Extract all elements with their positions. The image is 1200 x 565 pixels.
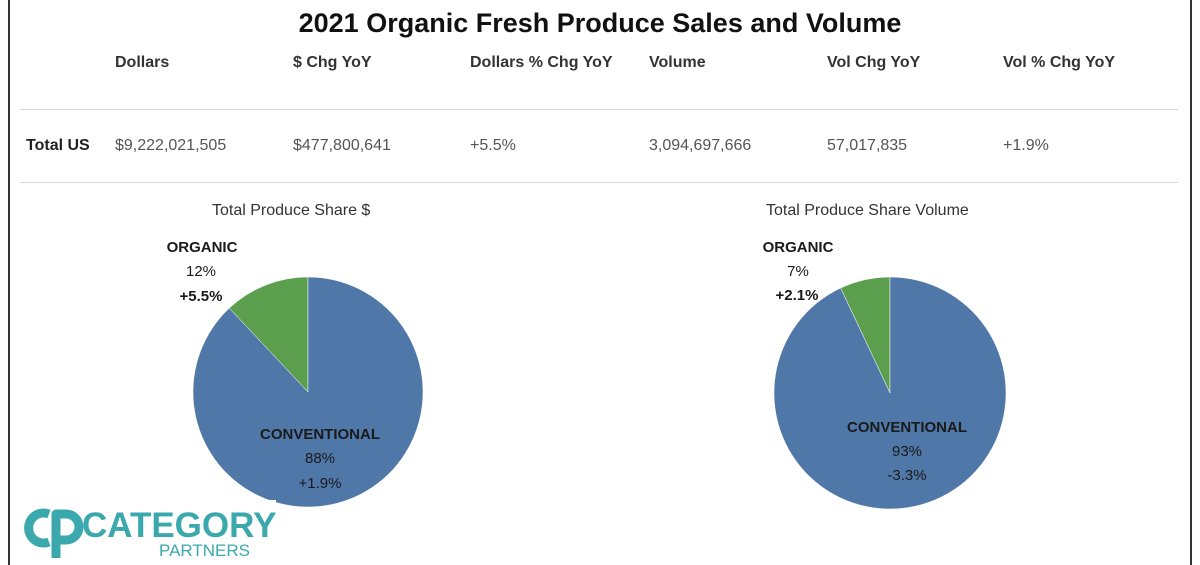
label-conventional-name-volume: CONVENTIONAL: [847, 419, 967, 436]
pie-slice-conventional: [192, 276, 424, 508]
cell-dollars-pct-chg: +5.5%: [470, 137, 516, 154]
page-title: 2021 Organic Fresh Produce Sales and Vol…: [298, 8, 902, 38]
label-organic-change-dollars: +5.5%: [180, 288, 223, 305]
label-conventional-change-dollars: +1.9%: [299, 475, 342, 492]
label-organic-share-volume: 7%: [787, 263, 809, 280]
pie-slice-conventional: [773, 276, 1007, 510]
cell-vol-chg: 57,017,835: [827, 137, 908, 154]
header-volume: Volume: [649, 54, 706, 71]
logo-name-text: CATEGORY: [82, 506, 276, 545]
cell-vol-pct-chg: +1.9%: [1003, 137, 1049, 154]
label-conventional-name-dollars: CONVENTIONAL: [260, 426, 380, 443]
label-conventional-share-volume: 93%: [892, 443, 922, 460]
label-conventional-change-volume: -3.3%: [887, 467, 926, 484]
frame-left-border: [8, 0, 10, 565]
label-conventional-share-dollars: 88%: [305, 450, 335, 467]
label-organic-change-volume: +2.1%: [776, 287, 819, 304]
label-organic-name-volume: ORGANIC: [763, 239, 834, 256]
header-dollars-chg: $ Chg YoY: [293, 54, 372, 71]
header-vol-chg: Vol Chg YoY: [827, 54, 921, 71]
row-label-total-us: Total US: [26, 137, 90, 154]
logo-sub-text: PARTNERS: [159, 541, 250, 560]
category-partners-logo: CATEGORY PARTNERS: [16, 500, 276, 560]
header-dollars: Dollars: [115, 54, 170, 71]
pie-chart-volume: [773, 276, 1007, 510]
pie-title-dollars: Total Produce Share $: [212, 202, 371, 219]
pie-title-volume: Total Produce Share Volume: [766, 202, 969, 219]
cell-dollars-chg: $477,800,641: [293, 137, 391, 154]
frame-right-border: [1190, 0, 1192, 565]
label-organic-name-dollars: ORGANIC: [167, 239, 238, 256]
cell-dollars: $9,222,021,505: [115, 137, 227, 154]
header-vol-pct-chg: Vol % Chg YoY: [1003, 54, 1116, 71]
cell-volume: 3,094,697,666: [649, 137, 752, 154]
table-divider-bottom: [20, 182, 1178, 183]
pie-chart-dollars: [192, 276, 424, 508]
table-divider-top: [20, 109, 1178, 110]
label-organic-share-dollars: 12%: [186, 263, 216, 280]
header-dollars-pct-chg: Dollars % Chg YoY: [470, 54, 613, 71]
pie-slice-organic: [228, 276, 309, 393]
